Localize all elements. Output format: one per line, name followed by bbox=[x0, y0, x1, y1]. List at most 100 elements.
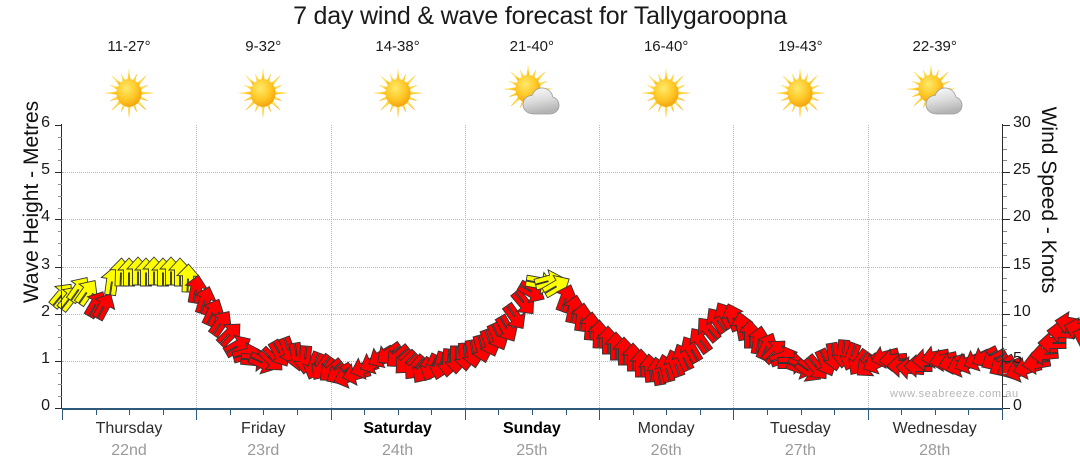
day-label-sunday: Sunday 25th bbox=[465, 418, 599, 462]
left-axis-tick-label: 5 bbox=[41, 161, 50, 179]
left-axis-tick bbox=[58, 231, 62, 233]
temperature-label-thursday: 11-27° bbox=[107, 38, 151, 55]
day-label-wednesday: Wednesday 28th bbox=[868, 418, 1002, 462]
x-axis-tick bbox=[196, 410, 198, 420]
left-axis-tick bbox=[58, 384, 62, 386]
right-axis-tick bbox=[1003, 384, 1007, 386]
x-axis-tick bbox=[464, 410, 466, 420]
x-axis-tick bbox=[95, 410, 97, 415]
right-axis-tick-label: 30 bbox=[1013, 114, 1031, 131]
x-axis-tick bbox=[229, 410, 231, 415]
day-label-monday: Monday 26th bbox=[599, 418, 733, 462]
right-axis-tick bbox=[1003, 313, 1010, 315]
right-axis-tick bbox=[1003, 183, 1007, 185]
left-axis-tick bbox=[58, 349, 62, 351]
right-axis-tick bbox=[1003, 408, 1010, 409]
day-name: Tuesday bbox=[770, 420, 831, 437]
temperature-row: 11-27° 9-32° 14-38° 21-40° 16-40° 19-43° 22-39… bbox=[62, 38, 1002, 62]
right-axis-tick bbox=[1003, 125, 1010, 126]
right-axis-tick bbox=[1003, 172, 1010, 174]
x-axis-tick bbox=[162, 410, 164, 415]
x-axis-tick bbox=[498, 410, 500, 415]
day-date: 23rd bbox=[247, 442, 280, 459]
x-axis-tick bbox=[397, 410, 399, 415]
day-date: 27th bbox=[784, 442, 816, 459]
x-axis-tick bbox=[599, 410, 601, 420]
right-axis-tick bbox=[1003, 160, 1007, 162]
left-axis-tick bbox=[55, 360, 62, 362]
right-axis-line bbox=[1002, 124, 1003, 409]
left-axis-tick bbox=[55, 172, 62, 174]
right-axis-tick bbox=[1003, 136, 1007, 138]
x-axis-tick bbox=[800, 410, 802, 415]
x-axis-tick bbox=[901, 410, 903, 415]
x-axis-tick bbox=[733, 410, 735, 420]
sun-icon bbox=[733, 64, 867, 122]
watermark: www.seabreeze.com.au bbox=[890, 388, 1019, 400]
day-name: Friday bbox=[241, 420, 286, 437]
temperature-label-wednesday: 22-39° bbox=[912, 38, 957, 55]
day-date: 24th bbox=[381, 442, 414, 459]
x-axis-tick bbox=[129, 410, 131, 415]
wind-arrow-layer bbox=[48, 125, 1080, 408]
right-axis-tick bbox=[1003, 396, 1007, 398]
left-axis-tick bbox=[58, 325, 62, 327]
weather-icon-row bbox=[62, 64, 1002, 122]
wind-arrow bbox=[1028, 340, 1060, 369]
left-axis-tick-label: 1 bbox=[41, 349, 50, 367]
plot-area: www.seabreeze.com.au bbox=[48, 125, 1080, 408]
gridline-vertical bbox=[599, 125, 601, 408]
left-axis-tick-label: 6 bbox=[41, 114, 50, 131]
left-axis-tick bbox=[58, 372, 62, 374]
left-axis-tick bbox=[55, 408, 62, 409]
right-axis-tick bbox=[1003, 242, 1007, 244]
day-date: 26th bbox=[650, 442, 682, 459]
left-axis-tick-label: 4 bbox=[41, 208, 50, 226]
right-axis-tick bbox=[1003, 372, 1007, 374]
gridline-vertical bbox=[330, 125, 332, 408]
sun-cloud-icon bbox=[868, 64, 1002, 122]
x-axis-tick bbox=[431, 410, 433, 415]
page-title: 7 day wind & wave forecast for Tallygaro… bbox=[293, 2, 787, 30]
x-axis-tick bbox=[364, 410, 366, 415]
x-axis-tick bbox=[834, 410, 836, 415]
x-axis-tick bbox=[867, 410, 869, 420]
day-label-friday: Friday 23rd bbox=[196, 418, 330, 462]
day-date: 28th bbox=[919, 442, 951, 459]
left-axis-tick bbox=[55, 125, 62, 126]
day-name: Monday bbox=[637, 420, 695, 437]
temperature-label-monday: 16-40° bbox=[643, 38, 689, 55]
gridline-vertical bbox=[196, 125, 198, 408]
x-axis-tick bbox=[1002, 410, 1003, 420]
temperature-label-sunday: 21-40° bbox=[509, 38, 555, 55]
sun-icon bbox=[599, 64, 733, 122]
left-axis-tick bbox=[58, 278, 62, 280]
day-name: Saturday bbox=[363, 420, 432, 437]
x-axis-tick bbox=[666, 410, 668, 415]
left-axis-tick bbox=[55, 219, 62, 221]
right-axis-tick bbox=[1003, 278, 1007, 280]
day-date: 25th bbox=[516, 442, 548, 459]
wind-arrow bbox=[85, 287, 122, 326]
wind-arrow bbox=[681, 320, 720, 359]
left-axis-tick-label: 0 bbox=[41, 397, 50, 414]
day-label-row: Thursday 22nd Friday 23rd Saturday 24th Sunday… bbox=[62, 418, 1002, 468]
day-date: 22nd bbox=[111, 442, 147, 459]
right-axis-tick bbox=[1003, 207, 1007, 209]
left-axis-tick bbox=[58, 160, 62, 162]
wind-arrow bbox=[496, 298, 535, 337]
left-axis-tick-label: 3 bbox=[41, 255, 50, 273]
right-axis-tick bbox=[1003, 195, 1007, 197]
x-axis-tick bbox=[565, 410, 567, 415]
left-axis-tick bbox=[58, 148, 62, 150]
left-axis-tick bbox=[58, 242, 62, 244]
left-axis-tick bbox=[58, 301, 62, 303]
wind-arrow bbox=[195, 293, 231, 331]
sun-icon bbox=[331, 64, 465, 122]
right-axis-tick-label: 25 bbox=[1013, 161, 1031, 179]
left-axis-tick bbox=[55, 313, 62, 315]
gridline-horizontal bbox=[62, 360, 1002, 362]
gridline-vertical bbox=[464, 125, 466, 408]
temperature-label-friday: 9-32° bbox=[245, 38, 282, 55]
left-axis-tick bbox=[58, 254, 62, 256]
